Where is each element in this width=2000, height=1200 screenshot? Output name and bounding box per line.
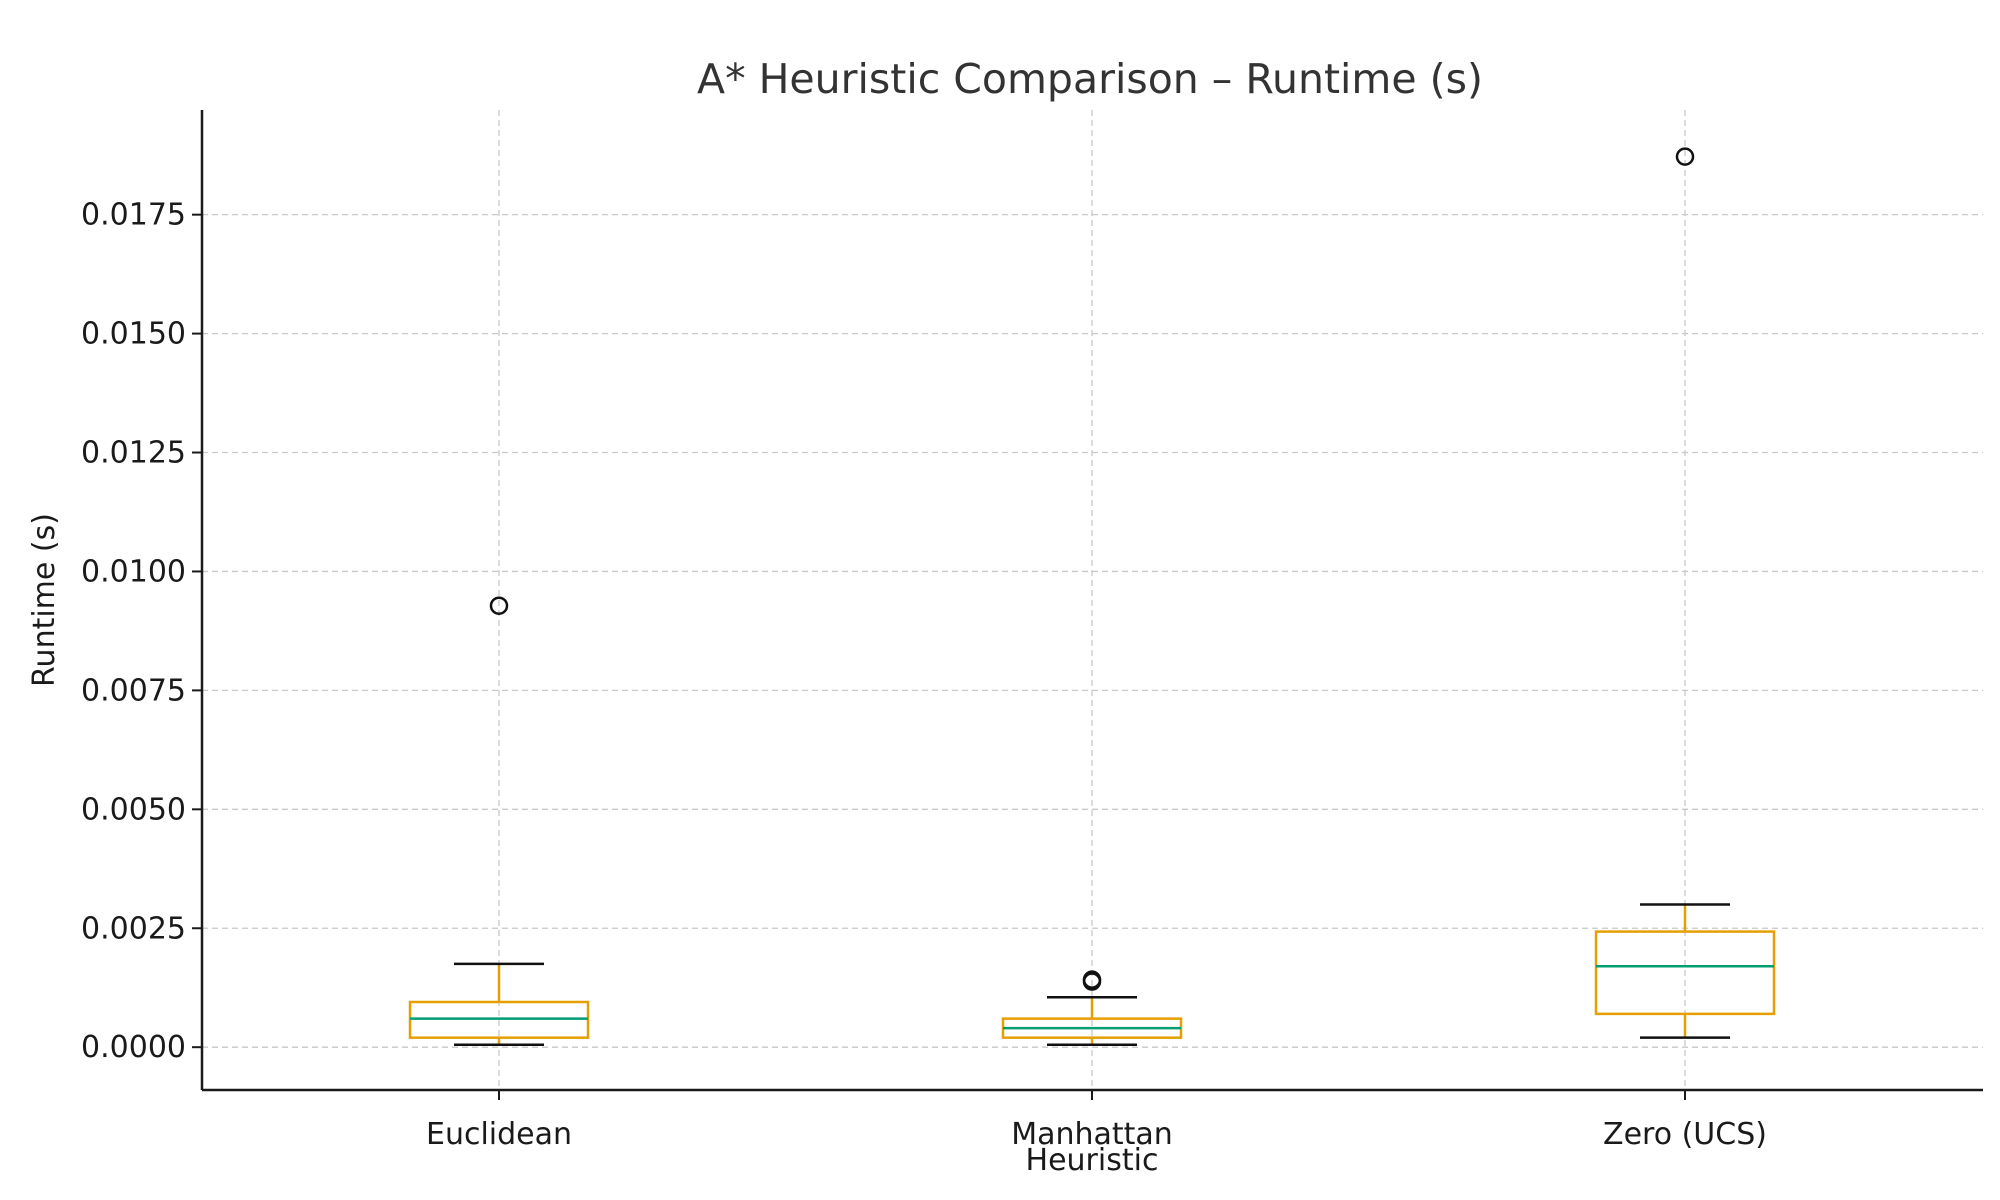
x-tick-label: Zero (UCS): [1603, 1117, 1767, 1152]
y-tick-label: 0.0125: [81, 436, 186, 471]
iqr-box: [1594, 930, 1776, 1016]
y-tick-label: 0.0000: [81, 1030, 186, 1065]
y-axis-label: Runtime (s): [27, 513, 62, 687]
y-tick-label: 0.0150: [81, 317, 186, 352]
x-tick-label: Manhattan: [1011, 1117, 1173, 1152]
x-tick-label: Euclidean: [426, 1117, 572, 1152]
y-tick-label: 0.0050: [81, 792, 186, 827]
outlier-point: [1675, 147, 1695, 166]
box-euclidean: [408, 596, 590, 1047]
chart-title: A* Heuristic Comparison – Runtime (s): [697, 55, 1483, 103]
box-series: [408, 147, 1776, 1047]
axis-ticks: 0.0000 0.0025 0.0050 0.0075 0.0100 0.0125 0.01…: [81, 198, 1767, 1152]
box-zero-ucs: [1594, 147, 1776, 1039]
y-tick-label: 0.0175: [81, 198, 186, 233]
y-tick-label: 0.0075: [81, 673, 186, 708]
outlier-point: [1082, 970, 1102, 989]
x-axis-label: Heuristic: [1026, 1143, 1159, 1178]
y-tick-label: 0.0025: [81, 911, 186, 946]
box-manhattan: [1001, 970, 1183, 1047]
grid-lines: [202, 110, 1983, 1090]
outlier-point: [489, 596, 509, 615]
y-tick-label: 0.0100: [81, 554, 186, 589]
